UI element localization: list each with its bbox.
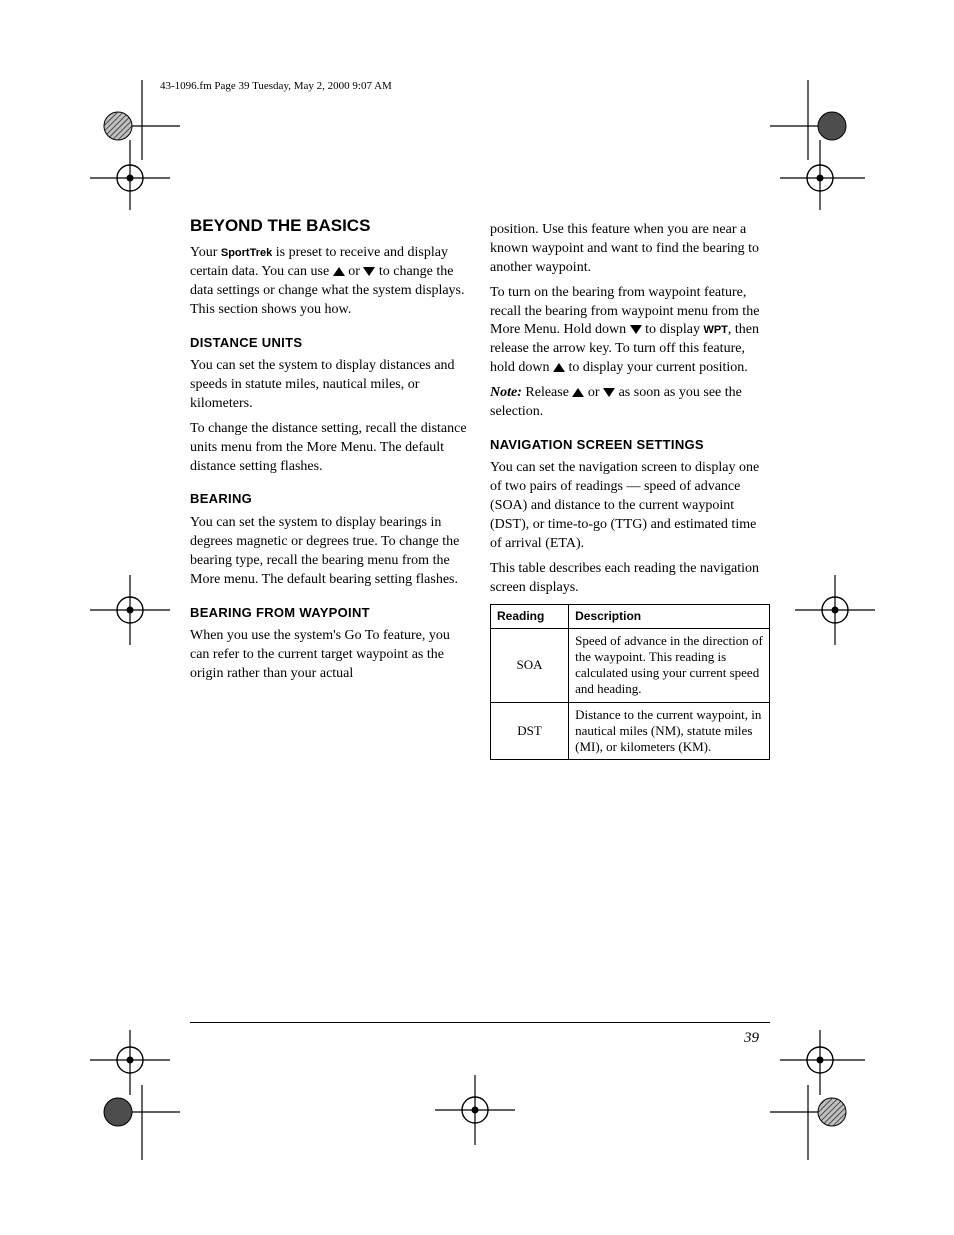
up-arrow-icon — [572, 388, 584, 397]
para-note: Note: Release or as soon as you see the … — [490, 384, 770, 422]
intro-paragraph: Your SportTrek is preset to receive and … — [190, 244, 470, 320]
down-arrow-icon — [363, 267, 375, 276]
down-arrow-icon — [630, 325, 642, 334]
nav-readings-table: Reading Description SOA Speed of advance… — [490, 604, 770, 761]
regmark-bottom-center — [430, 1075, 520, 1145]
label-sporttrek: SportTrek — [221, 247, 272, 259]
cell-soa-desc: Speed of advance in the direction of the… — [569, 628, 770, 702]
down-arrow-icon — [603, 388, 615, 397]
note-a: Release — [522, 385, 573, 400]
left-column: BEYOND THE BASICS Your SportTrek is pres… — [190, 215, 470, 690]
up-arrow-icon — [333, 267, 345, 276]
up-arrow-icon — [553, 363, 565, 372]
regmark-bottom-left — [70, 1030, 180, 1160]
para-bearing-from-wpt: When you use the system's Go To feature,… — [190, 627, 470, 684]
regmark-mid-left — [85, 575, 175, 645]
regmark-top-left — [70, 80, 180, 210]
th-reading: Reading — [491, 604, 569, 628]
right-column: position. Use this feature when you are … — [490, 215, 770, 760]
r1-mid: to display — [642, 322, 704, 337]
intro-c: or — [345, 264, 364, 279]
intro-a: Your — [190, 245, 221, 260]
para-r1a: position. Use this feature when you are … — [490, 221, 770, 278]
heading-bearing: BEARING — [190, 490, 470, 508]
cell-dst-desc: Distance to the current waypoint, in nau… — [569, 702, 770, 760]
para-nav: You can set the navigation screen to dis… — [490, 459, 770, 553]
heading-bearing-from-wpt: BEARING FROM WAYPOINT — [190, 604, 470, 622]
table-row: DST Distance to the current waypoint, in… — [491, 702, 770, 760]
table-header-row: Reading Description — [491, 604, 770, 628]
cell-dst: DST — [491, 702, 569, 760]
regmark-bottom-right — [770, 1030, 890, 1160]
heading-nav-screen: NAVIGATION SCREEN SETTINGS — [490, 436, 770, 454]
para-distance-units: You can set the system to display distan… — [190, 357, 470, 414]
th-description: Description — [569, 604, 770, 628]
note-label: Note: — [490, 385, 522, 400]
para-r1b: To turn on the bearing from waypoint fea… — [490, 284, 770, 378]
table-row: SOA Speed of advance in the direction of… — [491, 628, 770, 702]
regmark-mid-right — [790, 575, 880, 645]
heading-beyond-basics: BEYOND THE BASICS — [190, 215, 470, 238]
r1-end: to display your current position. — [565, 360, 748, 375]
para-distance-units-2: To change the distance setting, recall t… — [190, 420, 470, 477]
regmark-top-right — [770, 80, 890, 210]
para-nav-note: This table describes each reading the na… — [490, 560, 770, 598]
note-b: or — [584, 385, 603, 400]
cell-soa: SOA — [491, 628, 569, 702]
footer-rule — [190, 1022, 770, 1023]
para-bearing: You can set the system to display bearin… — [190, 514, 470, 590]
label-wpt: WPT — [703, 324, 727, 336]
page-number: 39 — [744, 1030, 759, 1047]
heading-distance-units: DISTANCE UNITS — [190, 334, 470, 352]
header-print-stamp: 43-1096.fm Page 39 Tuesday, May 2, 2000 … — [160, 80, 392, 92]
